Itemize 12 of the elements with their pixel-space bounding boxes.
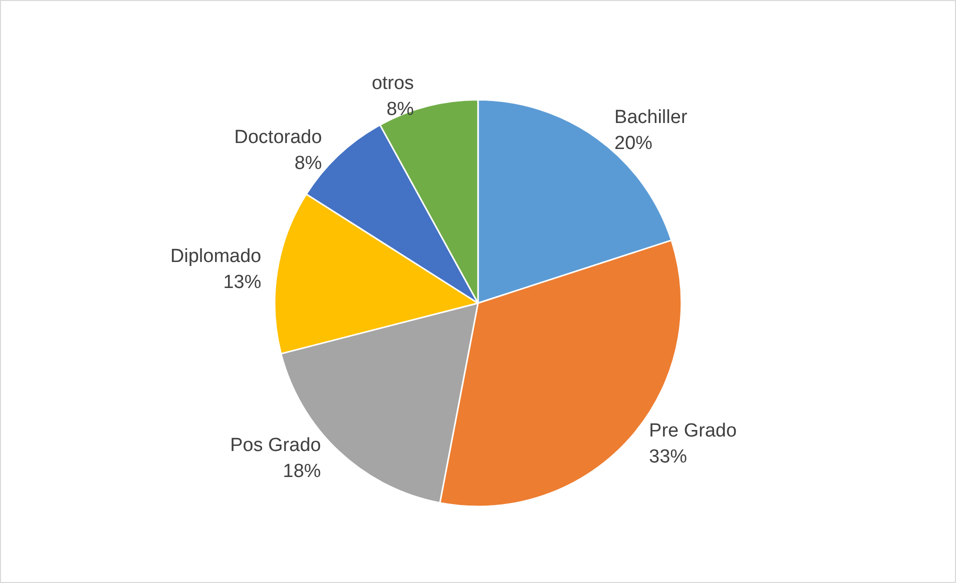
data-label: 13% <box>223 272 262 294</box>
data-label: 18% <box>282 461 322 482</box>
slice-label: Doctorado <box>234 126 322 148</box>
slice-label: Diplomado <box>170 246 262 268</box>
slice-label: Pre Grado <box>649 420 737 442</box>
slice-label: Pos Grado <box>230 435 321 456</box>
data-label: 8% <box>294 152 322 174</box>
slice-label: otros <box>372 72 414 94</box>
slice-label: Bachiller <box>614 107 688 128</box>
data-label: 33% <box>649 446 688 468</box>
data-label: 20% <box>614 133 653 154</box>
data-label: 8% <box>386 98 414 120</box>
